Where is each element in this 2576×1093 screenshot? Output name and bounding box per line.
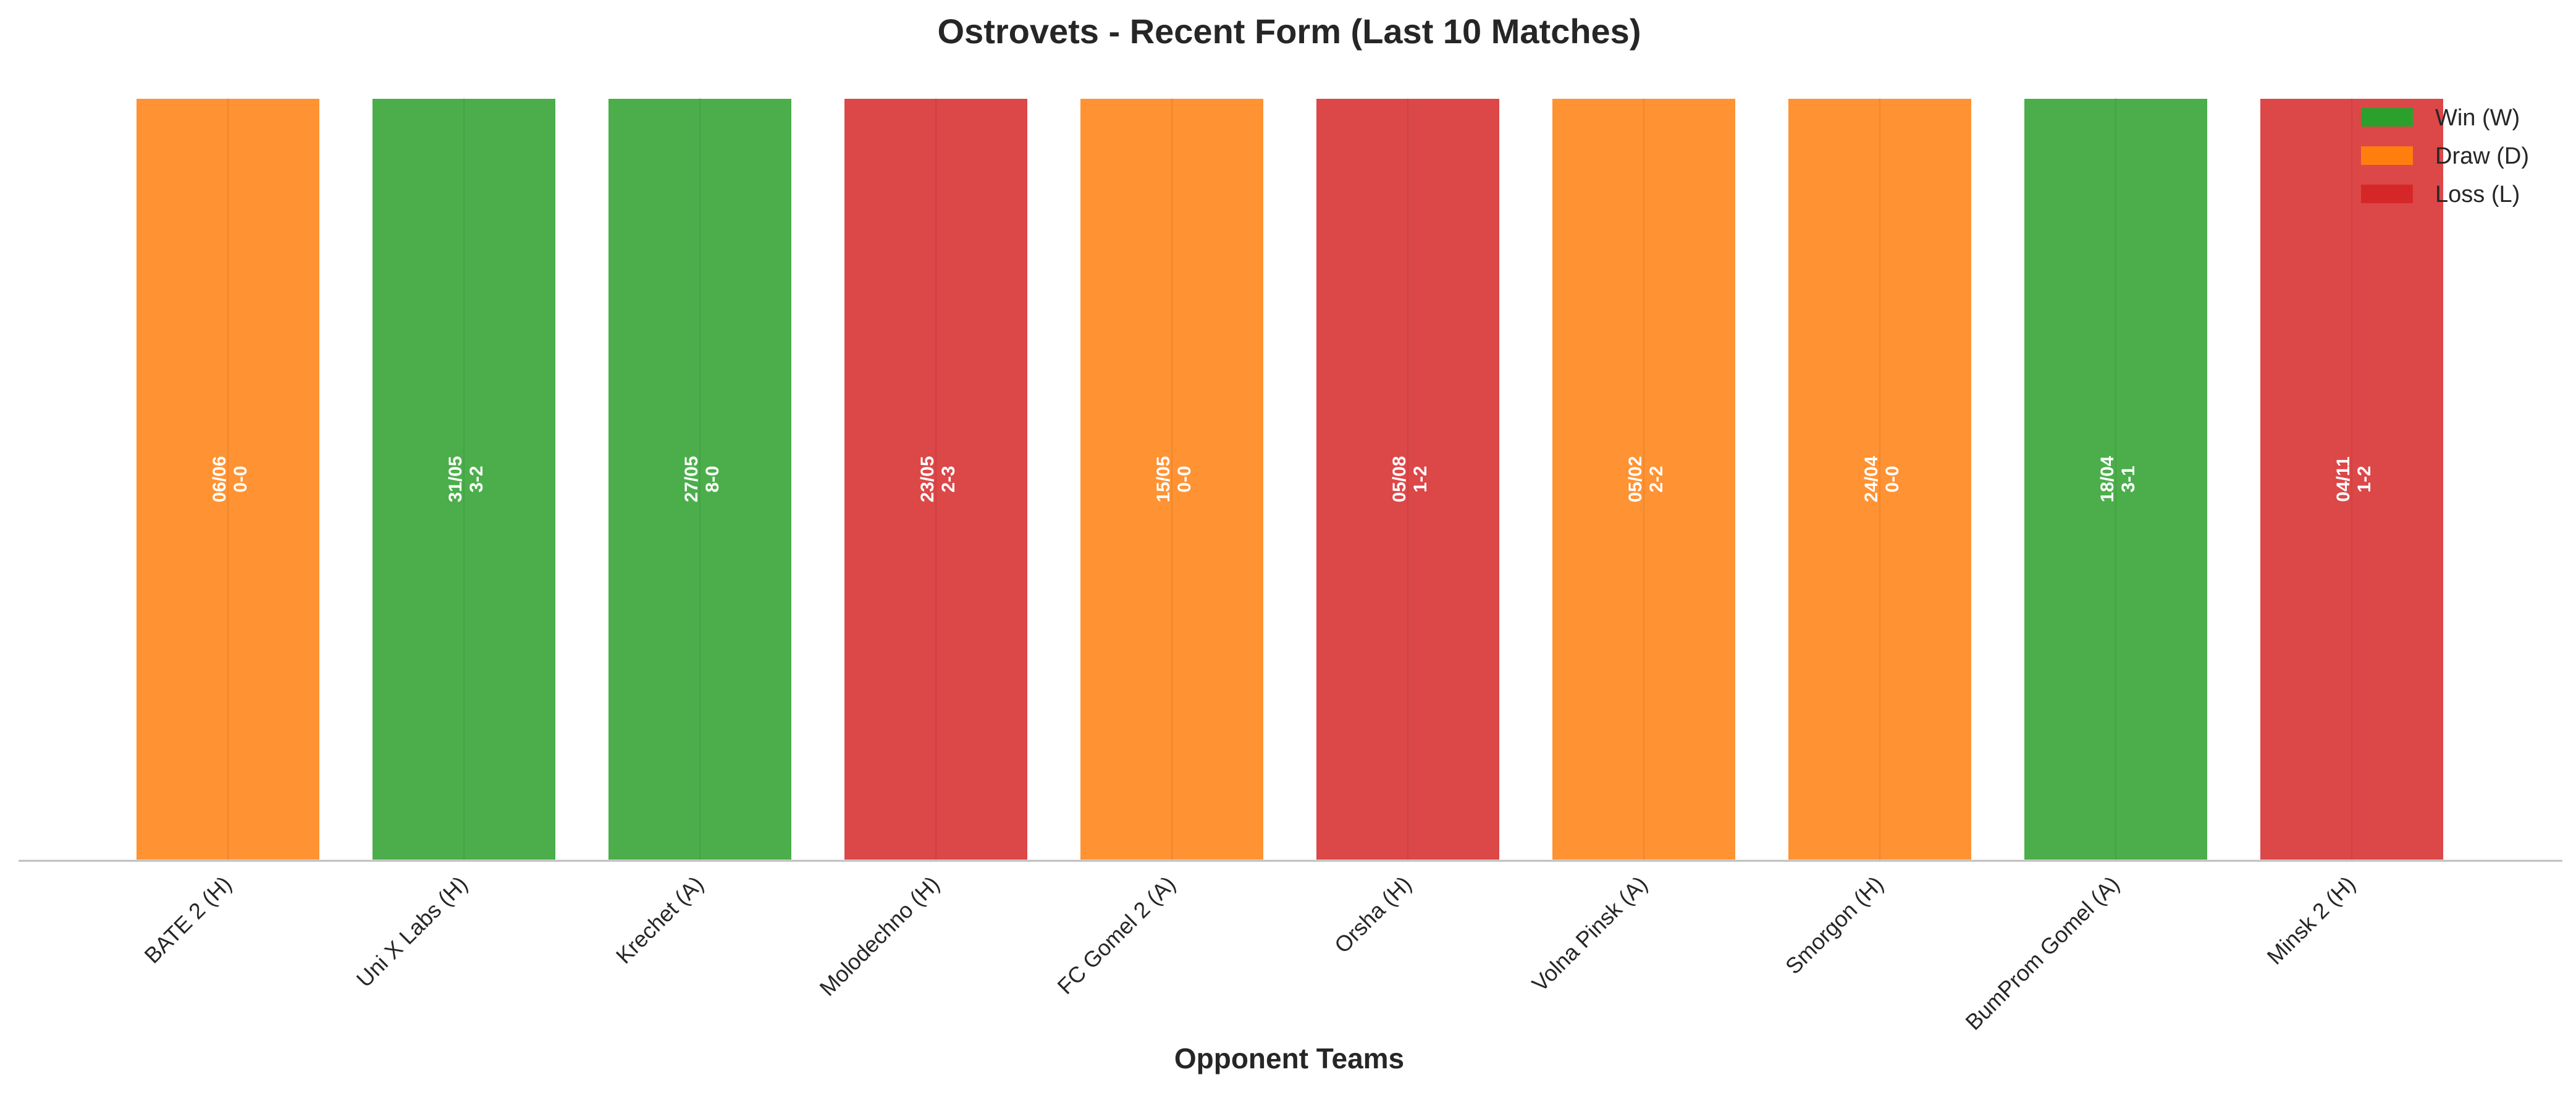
x-tick-label: Smorgon (H) [1780, 871, 1888, 979]
x-tick-label: FC Gomel 2 (A) [1052, 871, 1180, 999]
legend-swatch-w [2361, 108, 2413, 127]
bar-date: 23/05 [917, 456, 938, 502]
bar-3 [606, 96, 794, 862]
x-tick-label: Krechet (A) [611, 871, 709, 969]
x-tick-label: Minsk 2 (H) [2262, 871, 2360, 969]
bar-date: 04/11 [2333, 456, 2354, 501]
bar-date: 24/04 [1861, 456, 1882, 502]
bar-5 [1078, 96, 1266, 862]
bar-date: 18/04 [2097, 456, 2118, 502]
bar-date: 15/05 [1153, 456, 1174, 502]
legend-label: Draw (D) [2435, 143, 2529, 169]
legend-label: Loss (L) [2435, 182, 2520, 207]
bar-score: 0-0 [1174, 466, 1195, 492]
bar-score: 3-2 [466, 466, 487, 492]
bar-1 [134, 96, 322, 862]
bar-date: 06/06 [209, 456, 230, 502]
x-axis-label: Opponent Teams [1174, 1042, 1404, 1074]
bar-label: 06/060-0 [209, 456, 251, 502]
bar-date: 05/08 [1389, 456, 1410, 502]
bar-10 [2258, 96, 2446, 862]
x-tick-label: Orsha (H) [1329, 871, 1416, 958]
bar-score: 3-1 [2118, 466, 2139, 492]
x-tick-label: Uni X Labs (H) [351, 871, 473, 992]
bar-score: 2-3 [938, 466, 959, 492]
x-tick-label: Volna Pinsk (A) [1527, 871, 1652, 997]
bar-2 [370, 96, 558, 862]
bar-label: 15/050-0 [1153, 456, 1195, 502]
bar-score: 1-2 [2354, 466, 2375, 492]
legend: Win (W) Draw (D) Loss (L) [2361, 105, 2529, 207]
bar-label: 05/081-2 [1389, 456, 1431, 502]
bar-label: 23/052-3 [917, 456, 959, 502]
legend-label: Win (W) [2435, 105, 2520, 131]
legend-swatch-d [2361, 146, 2413, 165]
bar-date: 05/02 [1625, 456, 1646, 502]
x-tick-label: Molodechno (H) [815, 871, 945, 1001]
bar-score: 0-0 [1882, 466, 1903, 492]
bar-label: 04/111-2 [2333, 456, 2375, 501]
bar-label: 24/040-0 [1861, 456, 1903, 502]
legend-swatch-l [2361, 185, 2413, 203]
x-tick-label: BumProm Gomel (A) [1960, 871, 2124, 1035]
bars-group: 06/060-0 31/053-2 27/058-0 23/052-3 15/050-0… [134, 96, 2446, 862]
bar-score: 0-0 [230, 466, 251, 492]
chart-title: Ostrovets - Recent Form (Last 10 Matches… [938, 12, 1641, 51]
bar-label: 27/058-0 [681, 456, 723, 502]
bar-6 [1314, 96, 1502, 862]
bar-label: 05/022-2 [1625, 456, 1667, 502]
bar-7 [1550, 96, 1738, 862]
bar-label: 18/043-1 [2097, 456, 2139, 502]
bar-date: 31/05 [445, 456, 466, 502]
bar-4 [842, 96, 1030, 862]
bar-date: 27/05 [681, 456, 702, 502]
x-tick-labels: BATE 2 (H) Uni X Labs (H) Krechet (A) Molod… [139, 871, 2360, 1035]
bar-label: 31/053-2 [445, 456, 487, 502]
bar-score: 8-0 [702, 466, 723, 492]
bar-score: 1-2 [1410, 466, 1431, 492]
x-tick-label: BATE 2 (H) [139, 871, 236, 968]
bar-score: 2-2 [1646, 466, 1667, 492]
